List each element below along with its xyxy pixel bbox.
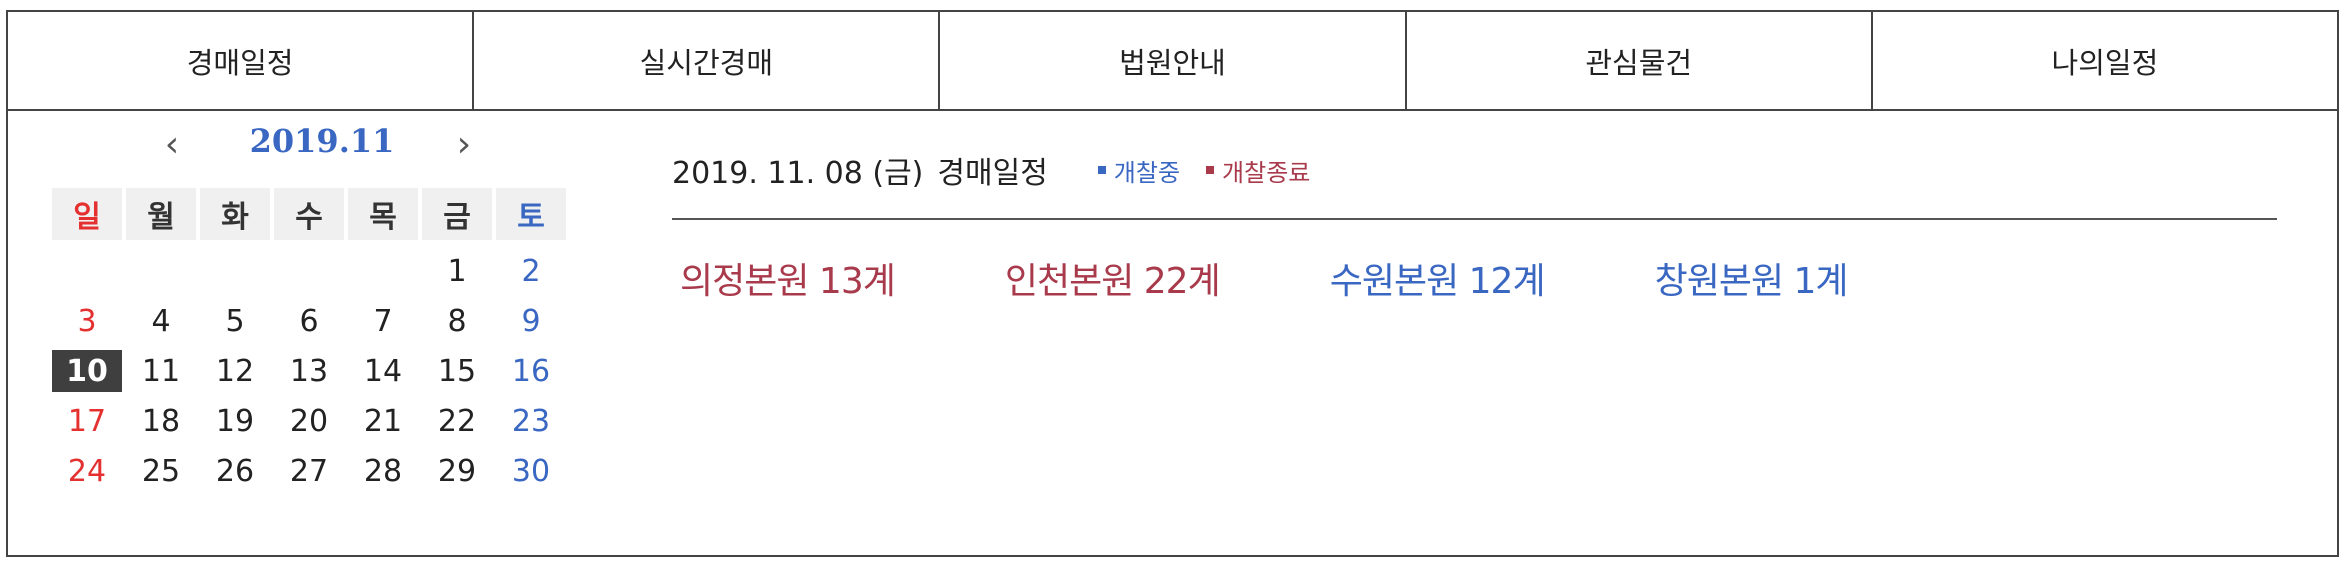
calendar-day[interactable]: 30 [511,453,551,489]
weekday-label: 토 [496,188,566,240]
tab-my-schedule[interactable]: 나의일정 [2051,45,2159,80]
status-legend: 개찰중 개찰종료 [1097,153,1310,188]
calendar-day[interactable]: 22 [437,403,477,439]
tab-interest-items[interactable]: 관심물건 [1407,12,1873,109]
court-schedule-link[interactable]: 창원본원 1계 [1654,261,1849,302]
legend-item: 개찰종료 [1206,153,1310,188]
calendar-day[interactable]: 18 [141,403,181,439]
calendar-day[interactable]: 29 [437,453,477,489]
main-tabs: 경매일정 실시간경매 법원안내 관심물건 나의일정 [8,12,2337,111]
calendar-day[interactable]: 21 [363,403,403,439]
calendar-day-selected[interactable]: 10 [52,350,122,392]
calendar-day[interactable]: 5 [225,303,245,339]
schedule-title: 경매일정 [937,156,1048,191]
calendar-day[interactable]: 11 [141,353,181,389]
legend-label: 개찰종료 [1222,158,1311,187]
calendar-day[interactable]: 28 [363,453,403,489]
calendar-day[interactable]: 12 [215,353,255,389]
weekday-label: 화 [200,188,270,240]
legend-square-icon [1097,166,1106,174]
calendar-day[interactable]: 2 [521,253,541,289]
weekday-label: 금 [422,188,492,240]
calendar-day[interactable]: 19 [215,403,255,439]
calendar-day[interactable]: 20 [289,403,329,439]
tab-court-guide[interactable]: 법원안내 [940,12,1407,109]
calendar-day[interactable]: 1 [447,253,467,289]
calendar-week-row: 24 25 26 27 28 29 30 [52,446,582,496]
calendar-empty-cell [200,246,270,296]
divider [672,218,2277,220]
weekday-label: 월 [126,188,196,240]
chevron-right-icon[interactable]: › [456,124,472,165]
calendar-day[interactable]: 23 [511,403,551,439]
calendar-day[interactable]: 24 [67,453,107,489]
calendar-week-row: 3 4 5 6 7 8 9 [52,296,582,346]
legend-square-icon [1206,166,1215,174]
calendar-day[interactable]: 25 [141,453,181,489]
calendar-day[interactable]: 27 [289,453,329,489]
calendar-day[interactable]: 17 [67,403,107,439]
calendar-week-row: 17 18 19 20 21 22 23 [52,396,582,446]
weekday-label: 일 [52,188,122,240]
legend-item: 개찰중 [1097,153,1181,188]
calendar-empty-cell [52,246,122,296]
calendar-day[interactable]: 26 [215,453,255,489]
calendar-month-label: 2019.11 [249,122,395,160]
calendar-day[interactable]: 15 [437,353,477,389]
calendar-day[interactable]: 13 [289,353,329,389]
calendar-day[interactable]: 8 [447,303,467,339]
calendar-day[interactable]: 4 [151,303,171,339]
calendar-day[interactable]: 14 [363,353,403,389]
calendar-day[interactable]: 6 [299,303,319,339]
schedule-header: 2019. 11. 08 (금) 경매일정 개찰중 개찰종료 [672,148,1310,192]
schedule-date: 2019. 11. 08 (금) [672,156,924,191]
court-list: 의정본원 13계 인천본원 22계 수원본원 12계 창원본원 1계 [680,252,1958,304]
calendar-day[interactable]: 7 [373,303,393,339]
legend-label: 개찰중 [1113,158,1181,187]
calendar-day[interactable]: 16 [511,353,551,389]
calendar-empty-cell [274,246,344,296]
court-schedule-link[interactable]: 수원본원 12계 [1329,261,1546,302]
weekday-label: 목 [348,188,418,240]
court-schedule-link[interactable]: 의정본원 13계 [680,261,896,302]
calendar-grid: 1 2 3 4 5 6 7 8 9 10 11 12 13 14 15 16 17 18 19 20 21 22 23 24 2… [52,246,582,496]
tab-live-auction[interactable]: 실시간경매 [474,12,941,109]
calendar-day[interactable]: 9 [521,303,541,339]
weekday-label: 수 [274,188,344,240]
calendar-header: ‹ 2019.11 › [52,120,582,180]
tab-auction-schedule[interactable]: 경매일정 [8,12,475,109]
calendar-empty-cell [126,246,196,296]
calendar-empty-cell [348,246,418,296]
chevron-left-icon[interactable]: ‹ [164,124,180,165]
auction-widget: 경매일정 실시간경매 법원안내 관심물건 나의일정 [6,10,2339,557]
court-schedule-link[interactable]: 인천본원 22계 [1004,261,1221,302]
calendar-day[interactable]: 3 [77,303,97,339]
calendar-week-row: 10 11 12 13 14 15 16 [52,346,582,396]
